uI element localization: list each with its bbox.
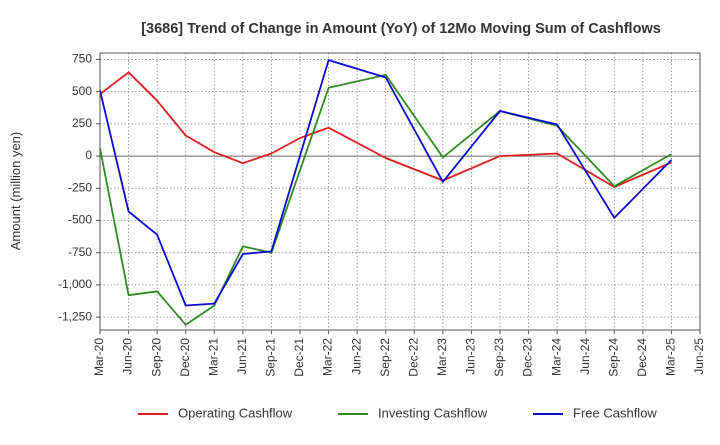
chart-title: [3686] Trend of Change in Amount (YoY) o… (141, 21, 661, 37)
y-axis-label: Amount (million yen) (8, 132, 23, 251)
y-tick-label: 0 (85, 148, 92, 162)
x-tick-label: Jun-25 (692, 338, 706, 375)
x-tick-label: Sep-23 (492, 338, 506, 377)
legend: Operating Cashflow Investing Cashflow Free… (138, 405, 657, 420)
grid-layer (100, 53, 700, 330)
legend-label-operating-cashflow: Operating Cashflow (178, 405, 293, 420)
y-tick-label: -750 (68, 245, 92, 259)
x-tick-label: Dec-24 (635, 338, 649, 377)
y-tick-label: -250 (68, 180, 92, 194)
x-tick-label: Mar-25 (664, 338, 678, 376)
series-layer (99, 59, 673, 326)
operating-cashflow-line (99, 71, 672, 188)
x-tick-label: Sep-20 (149, 338, 163, 377)
x-tick-label: Jun-20 (121, 338, 135, 375)
x-tick-label: Sep-21 (264, 338, 278, 377)
x-tick-label: Dec-23 (521, 338, 535, 377)
x-tick-label: Mar-24 (549, 338, 563, 376)
free-cashflow-line (99, 59, 673, 307)
x-tick-label: Dec-21 (292, 338, 306, 377)
x-tick-label: Mar-22 (321, 338, 335, 376)
y-tick-label: 250 (72, 116, 92, 130)
x-tick-label: Mar-20 (92, 338, 106, 376)
x-tick-label: Jun-21 (235, 338, 249, 375)
legend-label-investing-cashflow: Investing Cashflow (378, 405, 488, 420)
x-tick-label: Dec-22 (406, 338, 420, 377)
x-tick-label: Sep-22 (378, 338, 392, 377)
x-tick-label: Jun-23 (464, 338, 478, 375)
y-tick-label: -1,250 (58, 309, 92, 323)
legend-label-free-cashflow: Free Cashflow (573, 405, 657, 420)
x-tick-label: Mar-23 (435, 338, 449, 376)
y-tick-label: -500 (68, 213, 92, 227)
y-tick-label: 750 (72, 52, 92, 66)
axis-layer: Mar-20 Jun-20 Sep-20 Dec-20 Mar-21 Jun-21 Sep-… (58, 52, 706, 377)
x-tick-label: Sep-24 (606, 338, 620, 377)
y-tick-label: -1,000 (58, 277, 92, 291)
x-tick-label: Mar-21 (206, 338, 220, 376)
investing-cashflow-line (99, 74, 672, 326)
x-tick-label: Dec-20 (178, 338, 192, 377)
y-tick-label: 500 (72, 84, 92, 98)
x-tick-label: Jun-22 (349, 338, 363, 375)
plot-frame (99, 52, 701, 331)
x-tick-label: Jun-24 (578, 338, 592, 375)
